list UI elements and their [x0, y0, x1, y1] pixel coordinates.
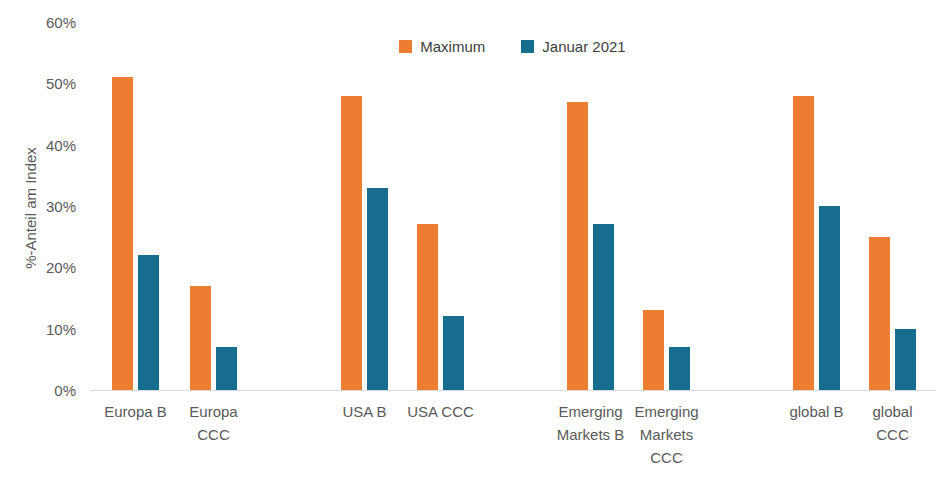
x-axis-label-usa-ccc: USA CCC: [407, 400, 474, 423]
bar-januar-2021-global-b: [819, 206, 840, 390]
category-cluster-global-b: global B: [793, 22, 840, 390]
x-axis-label-europa-ccc: EuropaCCC: [189, 400, 237, 446]
bar-maximum-usa-b: [341, 96, 362, 390]
category-cluster-emerging-markets-ccc: EmergingMarketsCCC: [643, 22, 690, 390]
category-cluster-europa-ccc: EuropaCCC: [190, 22, 237, 390]
x-axis-label-emerging-markets-ccc: EmergingMarketsCCC: [634, 400, 698, 469]
category-cluster-emerging-markets-b: EmergingMarkets B: [567, 22, 614, 390]
bar-maximum-global-ccc: [869, 237, 890, 390]
bar-maximum-usa-ccc: [417, 224, 438, 390]
category-cluster-usa-b: USA B: [341, 22, 388, 390]
y-tick-label-10: 10%: [46, 320, 76, 337]
y-tick-label-0: 0%: [54, 382, 76, 399]
bar-januar-2021-global-ccc: [895, 329, 916, 390]
x-axis-label-europa-b: Europa B: [104, 400, 167, 423]
y-tick-label-40: 40%: [46, 136, 76, 153]
y-tick-label-30: 30%: [46, 198, 76, 215]
bar-januar-2021-emerging-markets-ccc: [669, 347, 690, 390]
bar-januar-2021-usa-ccc: [443, 316, 464, 390]
bar-januar-2021-europa-ccc: [216, 347, 237, 390]
bar-januar-2021-europa-b: [138, 255, 159, 390]
x-axis-label-global-b: global B: [789, 400, 843, 423]
bar-januar-2021-emerging-markets-b: [593, 224, 614, 390]
bar-maximum-europa-ccc: [190, 286, 211, 390]
category-cluster-global-ccc: globalCCC: [869, 22, 916, 390]
x-axis-label-emerging-markets-b: EmergingMarkets B: [557, 400, 625, 446]
bar-chart: %-Anteil am Index Maximum Januar 2021 0%…: [0, 0, 940, 477]
y-tick-label-60: 60%: [46, 14, 76, 31]
y-tick-label-50: 50%: [46, 75, 76, 92]
y-axis-title: %-Anteil am Index: [22, 147, 39, 269]
bar-maximum-europa-b: [112, 77, 133, 390]
category-cluster-usa-ccc: USA CCC: [417, 22, 464, 390]
plot-area: 0%10%20%30%40%50%60%Europa BEuropaCCCUSA…: [90, 22, 935, 391]
bar-maximum-emerging-markets-ccc: [643, 310, 664, 390]
bar-januar-2021-usa-b: [367, 188, 388, 390]
bar-maximum-emerging-markets-b: [567, 102, 588, 390]
x-axis-label-usa-b: USA B: [342, 400, 386, 423]
bar-maximum-global-b: [793, 96, 814, 390]
y-tick-label-20: 20%: [46, 259, 76, 276]
x-axis-label-global-ccc: globalCCC: [872, 400, 912, 446]
category-cluster-europa-b: Europa B: [112, 22, 159, 390]
